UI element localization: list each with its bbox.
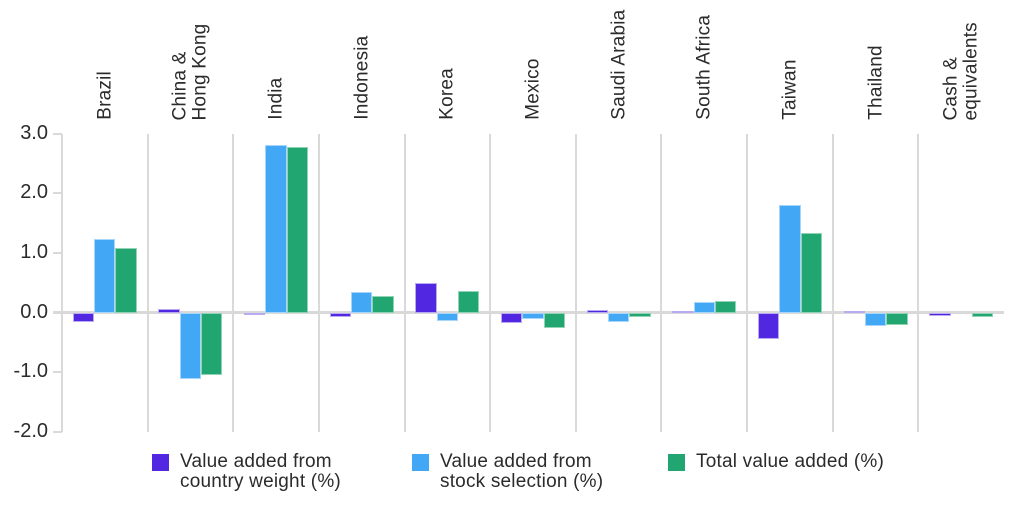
bar-stock-selection: [265, 145, 287, 313]
bar-country-weight: [415, 283, 437, 313]
category-label: Taiwan: [779, 59, 801, 120]
y-axis-tick-label: -1.0: [13, 360, 48, 383]
legend-item: Value added from country weight (%): [152, 452, 341, 491]
y-axis-tick-label: 3.0: [20, 121, 48, 144]
bar-country-weight: [929, 312, 951, 317]
category-separator: [917, 133, 920, 432]
category-label: Korea: [436, 68, 458, 120]
y-axis-tick-label: 2.0: [20, 181, 48, 204]
bar-stock-selection: [864, 312, 887, 326]
bar-country-weight: [757, 312, 780, 340]
bar-total-value-added: [458, 291, 480, 313]
y-axis-line: [61, 133, 63, 432]
bar-total-value-added: [886, 312, 908, 325]
y-axis-tick: [53, 371, 62, 374]
category-label: China & Hong Kong: [169, 23, 211, 120]
category-separator: [232, 133, 235, 432]
category-label: India: [265, 77, 287, 120]
bar-total-value-added: [971, 312, 994, 317]
legend-swatch: [152, 454, 169, 471]
bar-country-weight: [329, 312, 352, 318]
legend-swatch: [668, 454, 685, 471]
category-label: Saudi Arabia: [607, 9, 629, 120]
y-axis-tick-label: 0.0: [20, 300, 48, 323]
legend-label: Value added from stock selection (%): [440, 451, 604, 492]
category-separator: [489, 133, 492, 432]
bar-total-value-added: [201, 312, 223, 376]
legend-item: Value added from stock selection (%): [412, 452, 603, 491]
category-separator: [574, 133, 577, 432]
y-axis-tick-label: 1.0: [20, 241, 48, 263]
category-separator: [146, 133, 149, 432]
bar-stock-selection: [607, 312, 630, 322]
y-axis-tick: [53, 252, 62, 254]
bar-country-weight: [501, 312, 523, 324]
bar-stock-selection: [779, 205, 801, 313]
y-axis-tick-label: -2.0: [13, 419, 48, 442]
category-separator: [660, 133, 663, 432]
bar-total-value-added: [286, 146, 309, 313]
y-axis-tick: [53, 132, 62, 135]
category-label: Thailand: [864, 45, 886, 120]
bar-country-weight: [672, 310, 694, 313]
bar-total-value-added: [714, 300, 737, 313]
y-axis-tick: [53, 430, 62, 433]
category-separator: [746, 133, 749, 432]
legend-label: Value added from country weight (%): [180, 451, 341, 492]
category-label: South Africa: [693, 15, 715, 120]
bar-total-value-added: [543, 312, 565, 329]
bar-stock-selection: [693, 302, 715, 313]
category-label: Brazil: [94, 71, 116, 120]
bar-stock-selection: [94, 239, 116, 313]
category-separator: [403, 133, 406, 432]
bar-total-value-added: [800, 233, 822, 313]
bar-country-weight: [158, 309, 180, 313]
bar-country-weight: [72, 312, 95, 322]
category-separator: [831, 133, 834, 432]
bar-stock-selection: [522, 312, 544, 320]
bar-country-weight: [843, 310, 865, 313]
bar-stock-selection: [179, 312, 202, 379]
bar-stock-selection: [436, 312, 459, 321]
bar-country-weight: [244, 312, 266, 315]
bar-total-value-added: [115, 248, 137, 313]
legend-swatch: [412, 454, 429, 471]
legend-label: Total value added (%): [696, 451, 884, 472]
category-label: Cash & equivalents: [940, 21, 982, 120]
bar-country-weight: [586, 309, 608, 313]
category-label: Mexico: [522, 58, 544, 120]
bar-total-value-added: [372, 295, 394, 313]
category-separator: [317, 133, 320, 432]
bar-stock-selection: [351, 292, 373, 313]
y-axis-tick: [53, 192, 62, 195]
bar-total-value-added: [629, 312, 651, 318]
legend-item: Total value added (%): [668, 452, 884, 472]
category-label: Indonesia: [350, 35, 372, 120]
